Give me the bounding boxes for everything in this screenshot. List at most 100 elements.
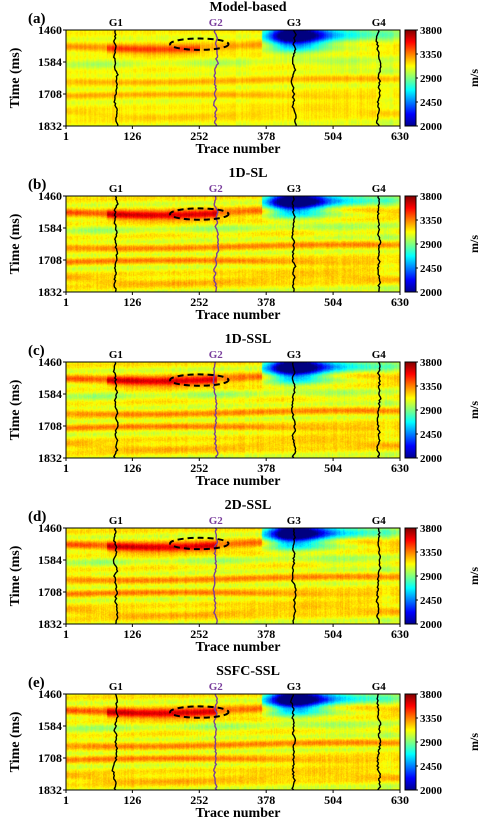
well-label-g4: G4 xyxy=(372,17,387,29)
well-log-g2 xyxy=(212,528,219,624)
x-tick-label: 252 xyxy=(190,129,208,143)
colorbar-label: m/s xyxy=(467,567,481,585)
colorbar xyxy=(404,195,417,293)
colorbar-tick-label: 3350 xyxy=(420,713,443,725)
x-tick-label: 630 xyxy=(391,793,409,807)
x-tick-label: 504 xyxy=(324,461,342,475)
colorbar-tick-label: 2000 xyxy=(420,619,443,631)
y-tick-label: 1460 xyxy=(38,23,62,37)
well-log-g3 xyxy=(290,362,297,458)
colorbar-tick-label: 3350 xyxy=(420,547,443,559)
well-log-g4 xyxy=(375,30,382,126)
y-tick-label: 1584 xyxy=(38,221,62,235)
velocity-heatmap xyxy=(66,30,400,126)
velocity-heatmap xyxy=(66,528,400,624)
colorbar-tick-label: 3350 xyxy=(420,381,443,393)
colorbar-label: m/s xyxy=(467,69,481,87)
well-log-g3 xyxy=(291,196,297,292)
panel-c: G1 G2 G3 G4 1 126 252 378 504 630 1460 1584 1708 1832… xyxy=(8,332,481,489)
panel-a: G1 G2 G3 G4 1 126 252 378 504 630 1460 1584 1708 1832… xyxy=(8,0,481,157)
x-axis-label: Trace number xyxy=(196,142,281,157)
x-tick-label: 378 xyxy=(257,129,275,143)
well-label-g1: G1 xyxy=(109,183,123,195)
y-tick-label: 1460 xyxy=(38,189,62,203)
well-log-g3 xyxy=(289,694,296,790)
colorbar xyxy=(404,29,417,127)
well-label-g1: G1 xyxy=(109,515,123,527)
plot-frame xyxy=(65,693,401,791)
velocity-heatmap xyxy=(66,362,400,458)
velocity-heatmap xyxy=(66,196,400,292)
colorbar-tick-label: 2450 xyxy=(420,429,443,441)
x-tick-label: 126 xyxy=(123,627,141,641)
velocity-heatmap xyxy=(66,694,400,790)
y-tick-label: 1460 xyxy=(38,355,62,369)
well-label-g3: G3 xyxy=(287,515,302,527)
colorbar xyxy=(404,527,417,625)
highlight-ellipse xyxy=(169,536,230,551)
y-axis-label: Time (ms) xyxy=(8,545,23,606)
y-tick-label: 1584 xyxy=(38,553,62,567)
x-tick-label: 378 xyxy=(257,793,275,807)
plot-frame xyxy=(65,527,401,625)
well-label-g3: G3 xyxy=(287,17,302,29)
highlight-ellipse xyxy=(169,705,230,719)
x-tick-label: 252 xyxy=(190,793,208,807)
well-label-g2: G2 xyxy=(209,183,224,195)
x-tick-label: 126 xyxy=(123,461,141,475)
well-log-g2 xyxy=(213,196,220,292)
y-tick-label: 1832 xyxy=(38,783,62,797)
well-log-g2 xyxy=(212,30,220,126)
well-log-g4 xyxy=(376,362,382,458)
y-tick-label: 1832 xyxy=(38,617,62,631)
well-log-g1 xyxy=(112,362,119,458)
well-label-g1: G1 xyxy=(109,681,123,693)
well-log-g4 xyxy=(376,196,382,292)
x-tick-label: 504 xyxy=(324,129,342,143)
colorbar-tick-label: 2450 xyxy=(420,595,443,607)
y-tick-label: 1584 xyxy=(38,55,62,69)
well-log-g4 xyxy=(376,694,382,790)
x-tick-label: 504 xyxy=(324,627,342,641)
x-axis-label: Trace number xyxy=(196,308,281,323)
well-label-g4: G4 xyxy=(372,681,387,693)
x-tick-label: 1 xyxy=(63,295,69,309)
highlight-ellipse xyxy=(169,37,230,51)
y-axis-label: Time (ms) xyxy=(8,213,23,274)
y-axis-label: Time (ms) xyxy=(8,379,23,440)
colorbar-tick-label: 2450 xyxy=(420,97,443,109)
well-log-g1 xyxy=(113,196,119,292)
colorbar-tick-label: 3800 xyxy=(420,25,443,37)
x-axis-label: Trace number xyxy=(196,474,281,489)
y-axis-label: Time (ms) xyxy=(8,47,23,108)
x-tick-label: 630 xyxy=(391,129,409,143)
x-axis-label: Trace number xyxy=(196,640,281,655)
colorbar-tick-label: 3800 xyxy=(420,689,443,701)
x-tick-label: 378 xyxy=(257,461,275,475)
x-tick-label: 126 xyxy=(123,793,141,807)
well-label-g3: G3 xyxy=(287,681,302,693)
y-tick-label: 1708 xyxy=(38,751,62,765)
colorbar-tick-label: 2900 xyxy=(420,405,443,417)
panel-label: (e) xyxy=(28,675,45,691)
x-tick-label: 378 xyxy=(257,627,275,641)
panel-label: (b) xyxy=(28,177,46,193)
x-tick-label: 630 xyxy=(391,295,409,309)
y-tick-label: 1708 xyxy=(38,253,62,267)
plot-frame xyxy=(65,29,401,127)
well-label-g2: G2 xyxy=(209,17,224,29)
colorbar-tick-label: 3800 xyxy=(420,191,443,203)
well-log-g2 xyxy=(213,694,219,790)
x-tick-label: 126 xyxy=(123,129,141,143)
colorbar-tick-label: 2900 xyxy=(420,571,443,583)
x-tick-label: 504 xyxy=(324,793,342,807)
colorbar-label: m/s xyxy=(467,733,481,751)
well-log-g1 xyxy=(111,694,119,790)
well-label-g3: G3 xyxy=(287,183,302,195)
x-tick-label: 1 xyxy=(63,129,69,143)
y-tick-label: 1708 xyxy=(38,87,62,101)
y-tick-label: 1460 xyxy=(38,687,62,701)
well-log-g3 xyxy=(290,528,297,624)
